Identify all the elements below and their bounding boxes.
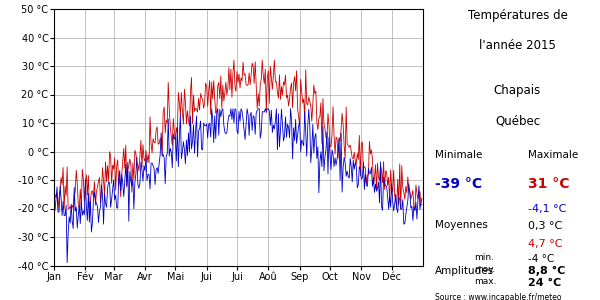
Text: Amplitudes: Amplitudes bbox=[435, 266, 494, 275]
Text: 4,7 °C: 4,7 °C bbox=[528, 238, 563, 248]
Text: -39 °C: -39 °C bbox=[435, 177, 482, 191]
Text: Maximale: Maximale bbox=[528, 150, 578, 160]
Text: Minimale: Minimale bbox=[435, 150, 482, 160]
Text: -4 °C: -4 °C bbox=[528, 254, 554, 263]
Text: 8,8 °C: 8,8 °C bbox=[528, 266, 565, 276]
Text: moy.: moy. bbox=[474, 266, 495, 274]
Text: 24 °C: 24 °C bbox=[528, 278, 561, 287]
Text: 31 °C: 31 °C bbox=[528, 177, 569, 191]
Text: min.: min. bbox=[474, 254, 494, 262]
Text: Températures de: Températures de bbox=[467, 9, 568, 22]
Text: 0,3 °C: 0,3 °C bbox=[528, 220, 562, 230]
Text: Québec: Québec bbox=[495, 114, 540, 127]
Text: l'année 2015: l'année 2015 bbox=[479, 39, 556, 52]
Text: -4,1 °C: -4,1 °C bbox=[528, 204, 566, 214]
Text: Moyennes: Moyennes bbox=[435, 220, 488, 230]
Text: max.: max. bbox=[474, 278, 497, 286]
Text: Source : www.incapable.fr/meteo: Source : www.incapable.fr/meteo bbox=[435, 292, 562, 300]
Text: Chapais: Chapais bbox=[494, 84, 541, 97]
